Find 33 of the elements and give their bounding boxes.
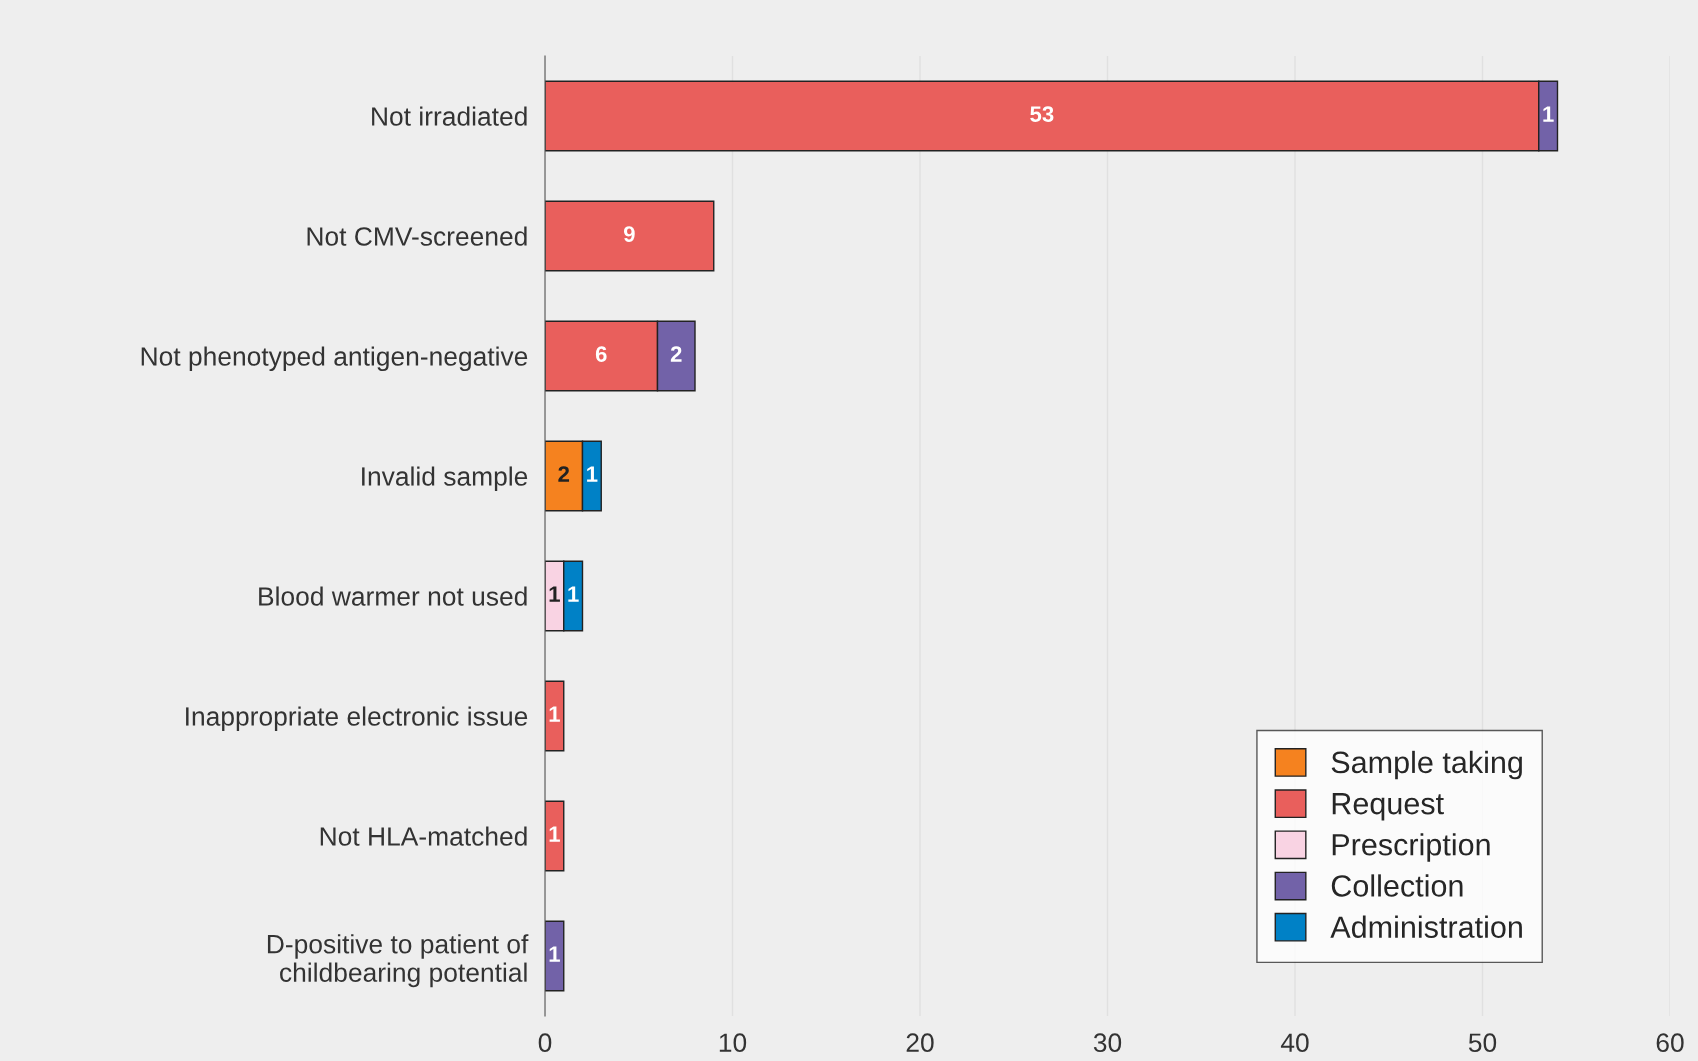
x-tick-label: 60 [1656, 1033, 1684, 1053]
data-label: 9 [623, 226, 635, 242]
legend-label: Administration [1330, 915, 1522, 938]
data-label: 1 [549, 826, 560, 842]
legend-label: Sample taking [1331, 750, 1522, 780]
y-tick-label: Invalid sample [362, 466, 528, 492]
x-tick-label: 30 [1093, 1033, 1122, 1053]
x-tick-label: 50 [1468, 1033, 1497, 1053]
bar [545, 200, 715, 272]
legend-label: Request [1332, 793, 1444, 821]
data-label: 6 [595, 346, 607, 362]
legend-label: Prescription [1332, 833, 1490, 862]
data-label: 1 [549, 706, 560, 722]
y-tick-label: Blood warmer not used [259, 586, 527, 606]
data-label: 53 [1030, 106, 1054, 122]
x-tick-label: 20 [906, 1033, 934, 1053]
legend-label: Collection [1331, 874, 1463, 897]
y-tick-label: Not phenotyped antigen-negative [141, 346, 528, 372]
y-tick-label: Not HLA-matched [320, 826, 527, 846]
data-label: 1 [549, 586, 560, 602]
data-label: 1 [568, 586, 579, 602]
y-tick-label: Inappropriate electronic issue [186, 706, 528, 732]
x-tick-label: 0 [538, 1033, 552, 1053]
data-label: 2 [558, 466, 570, 482]
x-tick-label: 40 [1280, 1033, 1309, 1053]
y-tick-label: Not irradiated [372, 106, 527, 126]
data-label: 1 [549, 946, 560, 962]
data-label: 1 [1543, 106, 1554, 122]
data-label: 2 [670, 346, 682, 362]
y-tick-label: D-positive to patient of childbearing potential [267, 934, 529, 988]
x-tick-label: 10 [719, 1033, 747, 1053]
data-label: 1 [587, 466, 598, 482]
y-tick-label: Not CMV-screened [307, 226, 527, 246]
